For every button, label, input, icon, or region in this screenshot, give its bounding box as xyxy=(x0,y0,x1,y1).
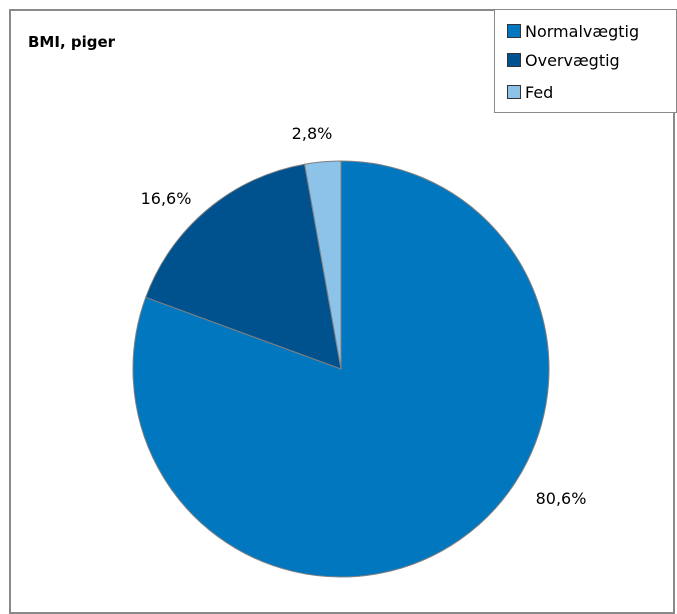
legend-label-fed: Fed xyxy=(525,82,554,102)
pie-slice-normalvaegtig xyxy=(132,160,550,578)
pie-slice-overvaegtig xyxy=(145,163,342,370)
pie-slice-fed xyxy=(304,160,342,370)
legend-label-normalvaegtig: Normalvægtig xyxy=(525,21,640,41)
data-label-overvaegtig: 16,6% xyxy=(141,189,192,208)
legend-item-overvaegtig: Overvægtig xyxy=(507,50,620,70)
legend-swatch-normalvaegtig xyxy=(507,24,521,38)
legend-label-overvaegtig: Overvægtig xyxy=(525,50,620,70)
legend-item-normalvaegtig: Normalvægtig xyxy=(507,21,639,41)
chart-title: BMI, piger xyxy=(28,33,116,51)
legend-swatch-overvaegtig xyxy=(507,53,521,67)
legend: Normalvægtig Overvægtig Fed xyxy=(494,9,677,113)
legend-item-fed: Fed xyxy=(507,82,553,102)
data-label-normalvaegtig: 80,6% xyxy=(536,489,587,508)
data-label-fed: 2,8% xyxy=(292,124,333,143)
legend-swatch-fed xyxy=(507,85,521,99)
